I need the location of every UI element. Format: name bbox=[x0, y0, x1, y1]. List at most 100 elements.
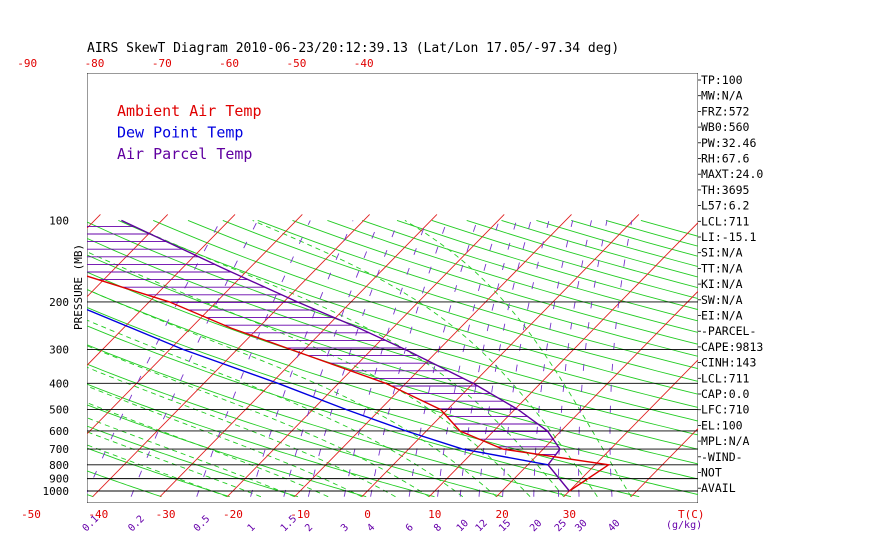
mixing-ratio-tick-label: 6 bbox=[404, 522, 416, 534]
mixing-ratio-tick-label: 8 bbox=[432, 522, 444, 534]
mixing-ratio-line bbox=[437, 220, 500, 497]
isotherm-line bbox=[294, 214, 572, 498]
sounding-index-label: WB0:560 bbox=[701, 120, 750, 134]
moist-adiabat-line bbox=[404, 220, 632, 497]
dry-adiabat-line bbox=[87, 470, 162, 498]
pressure-tick-label: 800 bbox=[49, 459, 69, 472]
dry-adiabat-line bbox=[87, 254, 698, 450]
dry-adiabat-line bbox=[257, 219, 698, 357]
dry-adiabat-line bbox=[87, 271, 698, 465]
isotherm-line bbox=[92, 214, 370, 498]
mixing-ratio-tick-label: 0.5 bbox=[192, 514, 213, 535]
isotherm-line bbox=[361, 214, 640, 498]
moist-adiabat-line bbox=[120, 219, 565, 498]
sounding-index-label: EI:N/A bbox=[701, 309, 743, 323]
mixing-ratio-tick-label: 1 bbox=[246, 522, 258, 534]
dry-adiabat-line bbox=[327, 219, 698, 333]
sounding-index-label: LCL:711 bbox=[701, 214, 750, 228]
moist-adiabat-line bbox=[87, 444, 228, 498]
sounding-index-label: L57:6.2 bbox=[701, 199, 749, 213]
sounding-index-label: FRZ:572 bbox=[701, 104, 749, 118]
dry-adiabat-line bbox=[87, 344, 572, 498]
isotherm-line bbox=[766, 214, 870, 496]
sounding-index-label: LCL:711 bbox=[701, 371, 750, 385]
isotherm-line bbox=[630, 427, 698, 498]
bottom-temp-tick-label: -40 bbox=[88, 508, 108, 521]
mixing-ratio-tick-label: 10 bbox=[455, 518, 471, 534]
background-lines bbox=[87, 73, 870, 503]
bottom-temp-tick-label: -50 bbox=[21, 508, 41, 521]
dry-adiabat-line bbox=[87, 237, 698, 436]
sounding-index-label: RH:67.6 bbox=[701, 152, 750, 166]
mixing-ratio-tick-label: 40 bbox=[606, 518, 622, 534]
pressure-tick-label: 400 bbox=[49, 377, 69, 390]
ambient-temp-line bbox=[87, 275, 611, 492]
mixing-ratio-tick-label: 2 bbox=[303, 522, 315, 534]
dry-adiabat-line bbox=[87, 325, 640, 498]
pressure-tick-label: 300 bbox=[49, 344, 69, 357]
mixing-ratio-tick-label: 12 bbox=[474, 518, 490, 534]
mixing-ratio-tick-label: 0.2 bbox=[126, 514, 147, 535]
temp-unit-label: T(C) bbox=[678, 508, 705, 521]
pressure-tick-label: 700 bbox=[49, 443, 69, 456]
pressure-tick-label: 600 bbox=[49, 425, 69, 438]
sounding-index-label: MW:N/A bbox=[701, 89, 743, 103]
dry-adiabat-line bbox=[87, 425, 299, 498]
legend-entry: Air Parcel Temp bbox=[117, 145, 252, 163]
top-temp-tick-label: -50 bbox=[286, 57, 306, 70]
sounding-index-label: TP:100 bbox=[701, 73, 743, 87]
bottom-temp-tick-label: 20 bbox=[495, 508, 508, 521]
sounding-index-label: AVAIL bbox=[701, 481, 736, 495]
mixing-ratio-tick-label: 3 bbox=[339, 522, 351, 534]
isotherm-line bbox=[87, 214, 303, 435]
top-temp-tick-label: -40 bbox=[354, 57, 374, 70]
legend-entry: Ambient Air Temp bbox=[117, 102, 262, 120]
moist-adiabat-line bbox=[87, 402, 329, 498]
top-temp-tick-label: -60 bbox=[219, 57, 239, 70]
bottom-temp-tick-label: 10 bbox=[428, 508, 441, 521]
dew-point-line bbox=[87, 308, 549, 466]
top-temp-tick-label: -70 bbox=[152, 57, 172, 70]
sounding-index-label: MPL:N/A bbox=[701, 434, 750, 448]
moist-adiabat-line bbox=[87, 288, 497, 498]
dry-adiabat-line bbox=[222, 219, 698, 370]
dry-adiabat-line bbox=[362, 219, 698, 322]
dry-adiabat-line bbox=[292, 219, 698, 345]
pressure-tick-label: 200 bbox=[49, 296, 69, 309]
moist-adiabat-line bbox=[87, 385, 363, 498]
mixing-ratio-line bbox=[250, 220, 354, 497]
sounding-index-label: TT:N/A bbox=[701, 261, 743, 275]
mixing-ratio-line bbox=[609, 220, 633, 497]
dry-adiabat-line bbox=[87, 289, 698, 480]
y-axis-label: PRESSURE (MB) bbox=[72, 244, 85, 330]
sounding-index-label: PW:32.46 bbox=[701, 136, 756, 150]
sounding-index-label: KI:N/A bbox=[701, 277, 743, 291]
pressure-tick-label: 900 bbox=[49, 473, 69, 486]
moist-adiabat-line bbox=[87, 251, 531, 498]
bottom-temp-tick-label: -10 bbox=[290, 508, 310, 521]
cape-hatching bbox=[87, 225, 559, 455]
mixing-ratio-line bbox=[307, 220, 400, 497]
pressure-tick-label: 100 bbox=[49, 214, 69, 227]
isotherm-line bbox=[87, 214, 236, 366]
dry-adiabat-line bbox=[87, 404, 367, 498]
isotherm-line bbox=[496, 290, 698, 498]
dry-adiabat-line bbox=[153, 219, 698, 395]
sounding-index-label: EL:100 bbox=[701, 418, 743, 432]
mixing-ratio-line bbox=[283, 220, 380, 497]
dry-adiabat-line bbox=[87, 363, 503, 498]
sounding-index-label: -WIND- bbox=[701, 450, 743, 464]
dry-adiabat-line bbox=[187, 219, 698, 382]
sounding-index-label: NOT bbox=[701, 466, 722, 480]
bottom-temp-tick-label: 30 bbox=[563, 508, 576, 521]
isobar-lines bbox=[87, 301, 698, 492]
moist-adiabat-line bbox=[87, 345, 430, 498]
moist-adiabat-line bbox=[87, 366, 396, 498]
legend: Ambient Air Temp Dew Point Temp Air Parcel… bbox=[117, 102, 262, 163]
dry-adiabat-line bbox=[87, 447, 230, 498]
mixing-ratio-line bbox=[370, 220, 448, 497]
mixing-ratio-line bbox=[196, 220, 311, 497]
chart-title: AIRS SkewT Diagram 2010-06-23/20:12:39.1… bbox=[87, 41, 619, 56]
